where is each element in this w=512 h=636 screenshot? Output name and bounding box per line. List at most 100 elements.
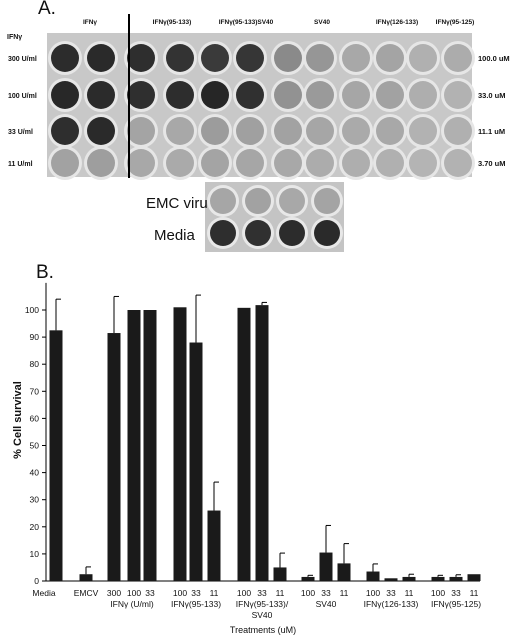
control-well <box>210 188 236 214</box>
well <box>376 44 404 72</box>
well <box>409 117 437 145</box>
well <box>274 81 302 109</box>
bar <box>107 333 121 581</box>
group-label: SV40 <box>252 610 273 620</box>
y-tick-label: 30 <box>30 495 40 505</box>
bar <box>366 571 380 581</box>
bar <box>143 310 157 581</box>
bar <box>337 563 351 581</box>
column-header: SV40 <box>314 19 330 26</box>
well <box>409 81 437 109</box>
group-label: IFNγ(95-133)/ <box>236 599 289 609</box>
bar <box>127 310 141 581</box>
well-plate-image: IFNγ IFNγ(95-133) IFNγ(95-133)SV40 SV40 IFNγ… <box>7 14 510 180</box>
bar-label: 33 <box>321 588 331 598</box>
column-header: IFNγ(126-133) <box>376 19 418 26</box>
bar-label: 100 <box>127 588 141 598</box>
bar <box>301 576 315 581</box>
row-label: 11 U/ml <box>8 161 33 168</box>
concentration-label: 3.70 uM <box>478 159 506 168</box>
control-well <box>279 220 305 246</box>
bar <box>431 576 445 581</box>
well <box>201 149 229 177</box>
row-label: 300 U/ml <box>8 56 37 63</box>
row-label: 100 U/ml <box>8 93 37 100</box>
y-tick-label: 10 <box>30 549 40 559</box>
bar-label: 11 <box>210 588 219 598</box>
well <box>51 149 79 177</box>
group-label: Media <box>32 588 55 598</box>
well <box>376 149 404 177</box>
column-header: IFNγ(95-133)SV40 <box>219 19 274 26</box>
well <box>376 81 404 109</box>
well <box>127 81 155 109</box>
control-label-emc: EMC virus <box>146 195 215 212</box>
control-plate-image: EMC virus Media <box>146 182 344 252</box>
well <box>166 149 194 177</box>
well <box>87 44 115 72</box>
well <box>236 149 264 177</box>
bar-label: 11 <box>276 588 285 598</box>
bar-label: 33 <box>257 588 267 598</box>
well <box>51 117 79 145</box>
well <box>444 81 472 109</box>
well <box>342 149 370 177</box>
bar-label: 11 <box>340 588 349 598</box>
group-label: IFNγ(95-125) <box>431 599 481 609</box>
control-well <box>210 220 236 246</box>
control-label-media: Media <box>154 227 196 244</box>
panel-b-label: B. <box>36 262 54 283</box>
group-label: IFNγ(126-133) <box>364 599 419 609</box>
bar <box>79 574 93 581</box>
bar <box>319 552 333 581</box>
bar-label: 100 <box>301 588 315 598</box>
well <box>306 149 334 177</box>
concentration-label: 100.0 uM <box>478 54 510 63</box>
bar-label: 100 <box>366 588 380 598</box>
control-well <box>245 220 271 246</box>
well <box>274 117 302 145</box>
control-well <box>279 188 305 214</box>
well <box>127 149 155 177</box>
well <box>342 81 370 109</box>
bar-label: 100 <box>237 588 251 598</box>
bar-label: 100 <box>173 588 187 598</box>
well <box>51 81 79 109</box>
row-label: 33 U/ml <box>8 129 33 136</box>
concentration-label: 11.1 uM <box>478 127 505 136</box>
well <box>127 117 155 145</box>
bar-label: 11 <box>405 588 414 598</box>
bar-label: 100 <box>431 588 445 598</box>
bar <box>207 510 221 581</box>
x-axis-label: Treatments (uM) <box>230 625 296 635</box>
well <box>306 81 334 109</box>
gamma-label: IFNγ <box>7 34 22 41</box>
well <box>51 44 79 72</box>
well <box>444 149 472 177</box>
y-tick-label: 60 <box>30 413 40 423</box>
well <box>201 44 229 72</box>
y-tick-label: 0 <box>34 576 39 586</box>
well <box>166 117 194 145</box>
well <box>306 117 334 145</box>
well <box>87 81 115 109</box>
y-tick-label: 50 <box>30 441 40 451</box>
group-label: IFNγ(95-133) <box>171 599 221 609</box>
concentration-label: 33.0 uM <box>478 91 506 100</box>
y-axis-label: % Cell survival <box>12 381 24 459</box>
bar <box>402 576 416 581</box>
bar-label: 300 <box>107 588 121 598</box>
bar-label: 11 <box>470 588 479 598</box>
y-tick-label: 100 <box>25 305 39 315</box>
y-tick-label: 20 <box>30 522 40 532</box>
well <box>376 117 404 145</box>
well <box>274 149 302 177</box>
control-well <box>245 188 271 214</box>
well <box>236 117 264 145</box>
bar <box>173 307 187 581</box>
bar <box>467 574 481 581</box>
well <box>306 44 334 72</box>
well <box>274 44 302 72</box>
well <box>127 44 155 72</box>
